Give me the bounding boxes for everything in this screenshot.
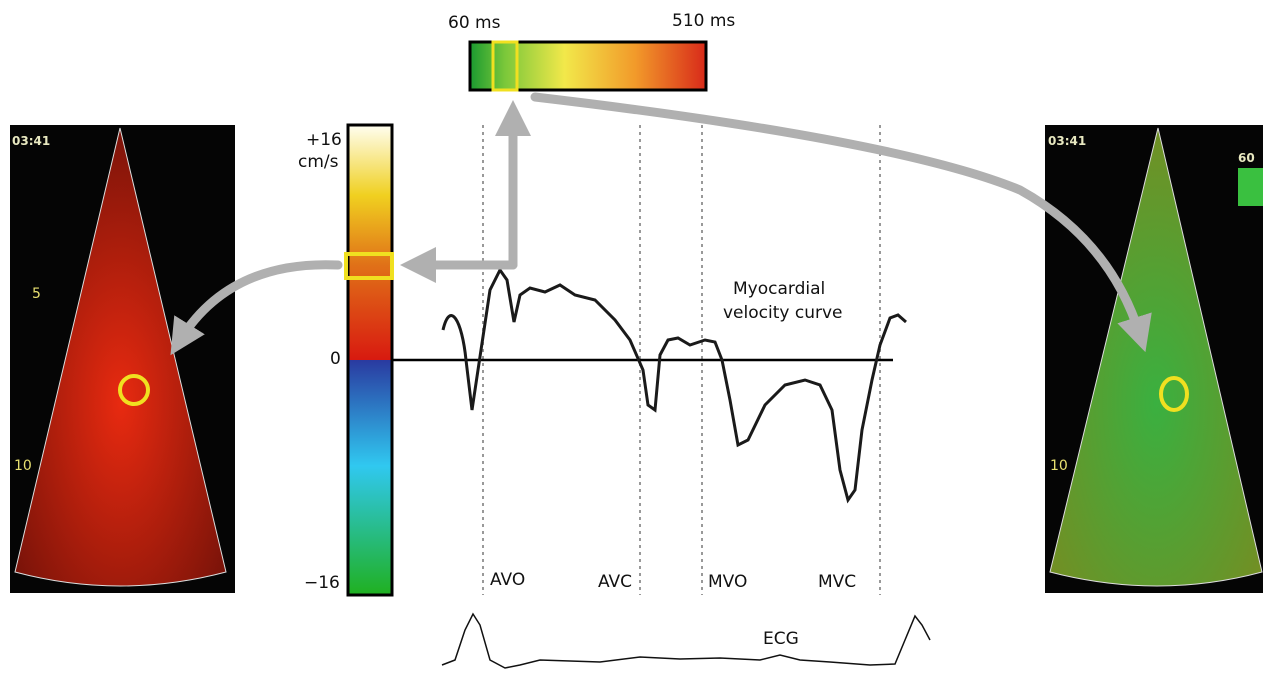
event-label: AVC	[598, 572, 632, 592]
time-color-bar: 60 ms 510 ms	[448, 11, 735, 90]
time-max-label: 510 ms	[672, 11, 735, 31]
depth-mark: 10	[14, 458, 32, 474]
event-label: MVC	[818, 572, 856, 592]
ecg-trace	[442, 614, 930, 668]
timestamp: 03:41	[1048, 134, 1086, 148]
depth-mark: 5	[32, 286, 41, 302]
event-label: AVO	[490, 570, 525, 590]
left-echo-image: 03:41 5 10	[10, 125, 235, 593]
curve-label: Myocardial	[733, 279, 825, 299]
velocity-min-label: −16	[304, 573, 340, 593]
depth-mark: 10	[1050, 458, 1068, 474]
time-min-label: 60 ms	[448, 13, 501, 33]
right-echo-image: 03:41 60 10	[1045, 125, 1263, 593]
figure: 03:41 5 10 03:41 60 10 60 ms 510 ms +16 …	[0, 0, 1263, 674]
timestamp: 03:41	[12, 134, 50, 148]
scale-label: 60	[1238, 151, 1255, 165]
velocity-zero-label: 0	[330, 349, 341, 369]
ecg-label: ECG	[763, 629, 799, 649]
velocity-unit: cm/s	[298, 152, 339, 172]
curve-label: velocity curve	[723, 303, 842, 323]
velocity-max-label: +16	[306, 130, 342, 150]
velocity-color-bar: +16 cm/s 0 −16	[298, 125, 392, 595]
event-label: MVO	[708, 572, 747, 592]
